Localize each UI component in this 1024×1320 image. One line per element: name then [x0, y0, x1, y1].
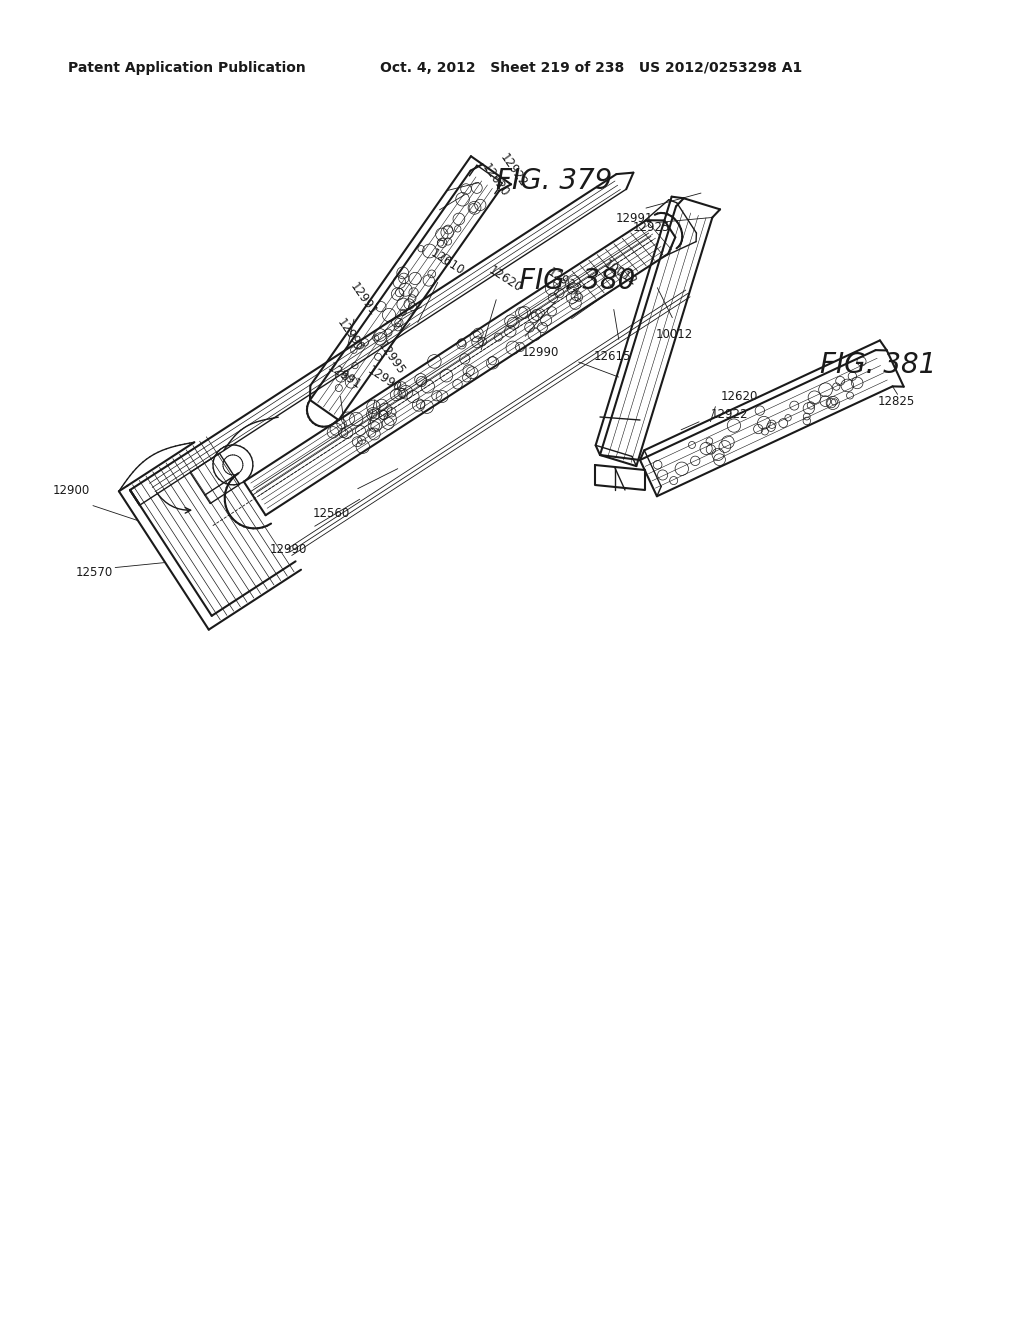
Text: 12900: 12900 [53, 484, 90, 498]
Text: 12922: 12922 [545, 265, 584, 297]
Text: 12825: 12825 [878, 395, 914, 408]
Text: 12570: 12570 [75, 566, 113, 579]
Text: FIG. 380: FIG. 380 [519, 267, 635, 294]
Text: 12990: 12990 [521, 346, 559, 359]
Text: 12620: 12620 [721, 391, 758, 403]
Text: Patent Application Publication: Patent Application Publication [68, 61, 306, 75]
Text: 12991: 12991 [616, 211, 653, 224]
Text: 12925: 12925 [633, 220, 670, 234]
Text: 12995: 12995 [375, 339, 408, 378]
Text: 12922: 12922 [497, 152, 529, 190]
Text: 12620: 12620 [479, 161, 512, 199]
Text: 10012: 10012 [655, 329, 692, 341]
Text: 12990: 12990 [365, 364, 403, 395]
Text: Oct. 4, 2012   Sheet 219 of 238   US 2012/0253298 A1: Oct. 4, 2012 Sheet 219 of 238 US 2012/02… [380, 61, 802, 75]
Text: 12991: 12991 [326, 360, 364, 392]
Text: 12990: 12990 [335, 315, 367, 354]
Text: FIG. 379: FIG. 379 [496, 166, 612, 194]
Text: FIG. 381: FIG. 381 [820, 351, 936, 379]
Text: 12922: 12922 [711, 408, 749, 421]
Text: 12990: 12990 [269, 543, 307, 556]
Text: 12991: 12991 [347, 280, 379, 318]
Text: 12615: 12615 [594, 350, 631, 363]
Text: 10012: 10012 [601, 259, 640, 289]
Text: 12610: 12610 [428, 247, 466, 279]
Text: 12620: 12620 [486, 264, 524, 296]
Text: 12560: 12560 [312, 507, 350, 520]
